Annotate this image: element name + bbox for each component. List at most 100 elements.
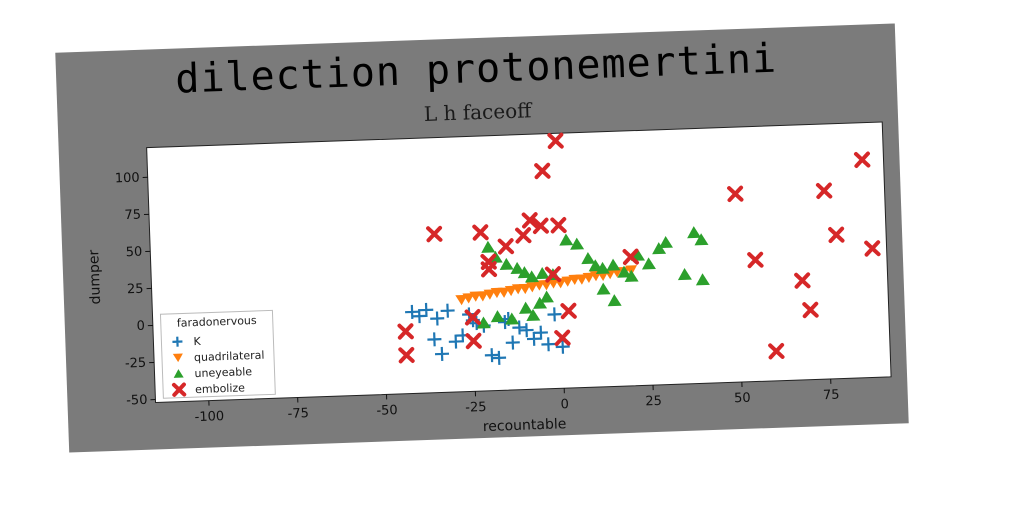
data-point-embolize (622, 248, 639, 266)
data-point-uneyeable (606, 258, 621, 271)
data-point-uneyeable (694, 233, 709, 246)
data-point-K (512, 320, 527, 335)
data-point-K (547, 307, 562, 322)
data-point-quadrilateral (476, 291, 489, 302)
scatter-plot: -100 -75 -50 -25 0 25 50 75 -50 -25 0 25 50 75 100 reco… (86, 121, 892, 435)
plot-area (146, 121, 892, 404)
data-point-embolize (802, 301, 819, 319)
data-point-embolize (554, 329, 571, 347)
legend-label: uneyeable (194, 365, 252, 380)
data-point-uneyeable (581, 252, 596, 265)
data-point-embolize (794, 272, 811, 289)
data-point-uneyeable (617, 265, 632, 278)
data-point-K (448, 334, 463, 349)
x-tick-label: 0 (560, 397, 569, 412)
data-point-K (405, 304, 420, 319)
data-point-uneyeable (525, 270, 540, 283)
data-point-uneyeable (519, 301, 533, 314)
data-point-K (419, 302, 434, 318)
data-point-quadrilateral (518, 283, 531, 295)
data-point-embolize (550, 217, 567, 234)
data-point-uneyeable (526, 308, 541, 321)
data-point-embolize (398, 346, 415, 364)
data-point-embolize (465, 332, 482, 350)
data-point-uneyeable (539, 290, 554, 303)
data-point-embolize (497, 238, 515, 255)
data-point-quadrilateral (526, 281, 539, 293)
data-point-uneyeable (533, 296, 548, 309)
legend-label: quadrilateral (194, 349, 265, 364)
data-point-K (555, 339, 570, 354)
y-tick-label: 75 (124, 208, 141, 224)
legend-label: K (193, 335, 201, 348)
y-tick-label: -25 (125, 356, 147, 372)
x-tick-label: 25 (645, 394, 662, 410)
data-point-K (526, 331, 542, 346)
data-point-K (505, 335, 520, 350)
data-point-K (427, 332, 442, 347)
data-point-embolize (397, 323, 414, 340)
data-point-embolize (480, 261, 498, 278)
data-point-embolize (768, 342, 785, 360)
data-point-K (519, 323, 534, 338)
data-point-uneyeable (481, 240, 496, 253)
data-point-K (492, 350, 507, 365)
legend-marker-uneyeable (173, 369, 184, 378)
data-point-embolize (853, 151, 871, 168)
data-point-uneyeable (607, 294, 622, 307)
y-axis-label: dumper (86, 249, 104, 304)
data-point-uneyeable (517, 266, 532, 279)
data-point-embolize (864, 240, 881, 257)
data-point-K (434, 346, 450, 361)
data-point-embolize (747, 251, 764, 269)
data-point-uneyeable (505, 312, 520, 325)
chart-figure: dilection protonemertini L h faceoff -10… (55, 23, 909, 453)
data-point-uneyeable (659, 235, 674, 249)
data-point-embolize (472, 224, 489, 241)
data-point-uneyeable (559, 233, 574, 246)
x-tick-label: -50 (376, 403, 398, 419)
data-point-uneyeable (490, 310, 505, 323)
data-point-K (484, 348, 499, 363)
data-point-K (412, 309, 427, 324)
data-point-embolize (426, 225, 443, 243)
data-point-uneyeable (510, 261, 525, 275)
y-tick-label: 50 (125, 245, 142, 261)
data-point-embolize (547, 132, 564, 149)
data-point-embolize (464, 309, 481, 326)
data-point-uneyeable (641, 257, 656, 270)
legend-label: embolize (195, 381, 246, 396)
y-tick-label: 25 (127, 282, 144, 298)
data-point-embolize (532, 217, 549, 235)
y-tick-label: -50 (126, 393, 148, 409)
data-point-embolize (727, 185, 744, 203)
data-point-uneyeable (677, 267, 692, 281)
x-axis-label: recountable (483, 416, 567, 435)
data-point-uneyeable (595, 261, 610, 275)
data-point-K (541, 337, 556, 352)
data-point-quadrilateral (575, 274, 588, 285)
data-point-uneyeable (476, 316, 491, 329)
data-point-quadrilateral (455, 294, 468, 306)
data-point-quadrilateral (462, 293, 475, 304)
x-tick-label: -100 (194, 409, 224, 425)
data-point-uneyeable (570, 237, 585, 250)
data-point-uneyeable (652, 242, 667, 255)
data-point-uneyeable (596, 282, 611, 295)
data-point-quadrilateral (497, 287, 510, 298)
data-point-embolize (521, 212, 539, 229)
data-point-uneyeable (687, 226, 702, 239)
data-point-quadrilateral (504, 285, 517, 297)
legend-title: faradonervous (177, 314, 257, 330)
x-tick-label: -75 (287, 406, 309, 422)
data-point-embolize (815, 182, 833, 199)
x-tick-label: 50 (734, 391, 751, 407)
data-point-uneyeable (499, 257, 514, 270)
data-point-K (440, 303, 455, 318)
data-point-embolize (828, 226, 845, 244)
data-point-uneyeable (624, 269, 639, 282)
y-tick-label: 100 (115, 171, 140, 187)
x-tick-label: 75 (823, 388, 840, 404)
y-tick-label: 0 (136, 319, 145, 334)
